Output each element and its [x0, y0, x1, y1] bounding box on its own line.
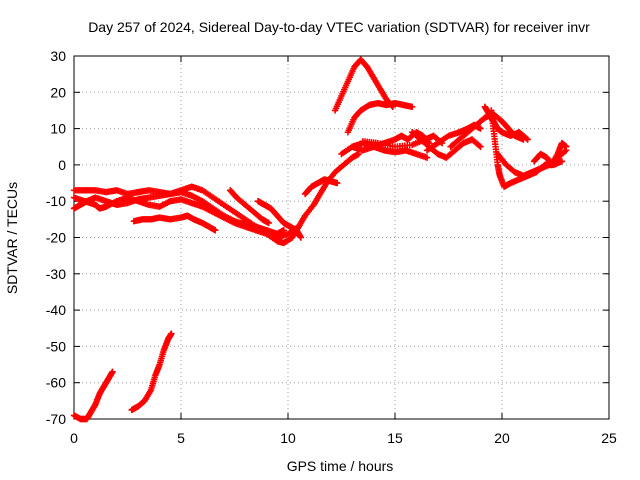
- grid-lines: [74, 56, 609, 419]
- y-tick-label: 30: [50, 48, 66, 64]
- data-point: [109, 368, 116, 376]
- y-tick-label: 10: [50, 121, 66, 137]
- y-tick-label: -20: [46, 230, 66, 246]
- x-tick-label: 10: [280, 430, 296, 446]
- x-tick-label: 20: [494, 430, 510, 446]
- y-tick-label: -70: [46, 411, 66, 427]
- series-arc-3: [70, 183, 287, 238]
- y-tick-label: -60: [46, 375, 66, 391]
- series-arc-1: [70, 368, 116, 423]
- data-point: [477, 125, 484, 132]
- y-tick-label: -30: [46, 266, 66, 282]
- y-tick-label: 20: [50, 84, 66, 100]
- y-tick-label: -40: [46, 302, 66, 318]
- data-point: [297, 234, 305, 241]
- x-tick-label: 0: [70, 430, 78, 446]
- x-tick-label: 15: [387, 430, 403, 446]
- data-point: [563, 143, 570, 150]
- data-point: [476, 142, 483, 149]
- data-point: [265, 219, 272, 227]
- series-arc-15: [408, 129, 484, 161]
- series-arc-6: [130, 212, 219, 234]
- x-tick-label: 25: [601, 430, 617, 446]
- series-arc-18: [481, 103, 531, 143]
- y-axis-label: SDTVAR / TECUs: [4, 182, 20, 294]
- series-arc-2: [128, 330, 175, 414]
- data-point: [477, 143, 484, 150]
- data-point: [423, 154, 431, 161]
- series-arc-10: [331, 56, 397, 114]
- chart-title: Day 257 of 2024, Sidereal Day-to-day VTE…: [88, 19, 590, 35]
- series-arc-8: [254, 198, 305, 241]
- y-tick-label: -50: [46, 338, 66, 354]
- series-arc-9: [301, 176, 341, 198]
- x-tick-label: 5: [177, 430, 185, 446]
- y-tick-label: -10: [46, 193, 66, 209]
- data-point: [168, 330, 175, 337]
- y-tick-label: 0: [58, 157, 66, 173]
- data-point: [408, 103, 416, 111]
- series-arc-7: [227, 187, 272, 227]
- data-point: [558, 158, 566, 165]
- data-point: [334, 179, 341, 187]
- data-point: [523, 135, 530, 142]
- data-point: [524, 136, 531, 143]
- data-series: [70, 56, 570, 423]
- data-point: [212, 227, 219, 234]
- series-arc-21: [530, 139, 570, 169]
- x-axis-label: GPS time / hours: [287, 458, 394, 474]
- series-arc-11: [344, 99, 416, 136]
- axis-ticks: 0 5 10 15 20 25 -70 -60 -50 -40 -30 -20 -10 0 10 20 30: [46, 48, 617, 446]
